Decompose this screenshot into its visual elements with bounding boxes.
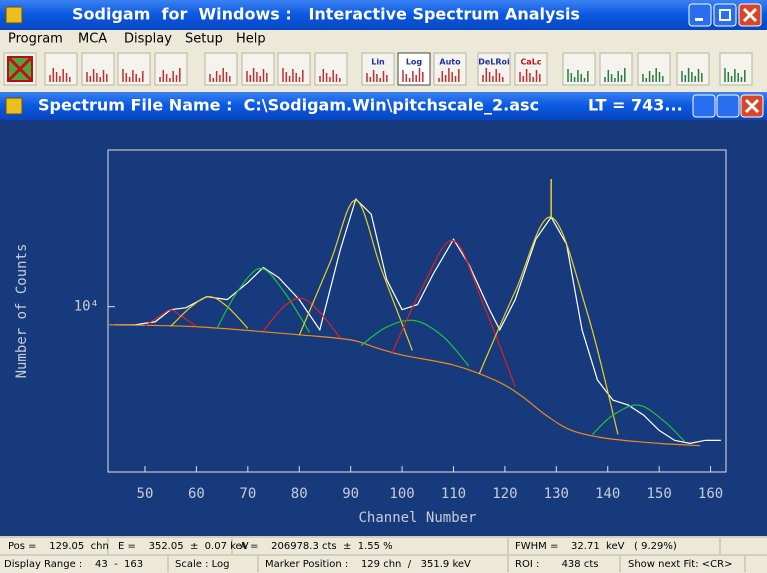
fit-curve xyxy=(298,199,413,351)
tool-icon xyxy=(246,68,268,82)
plot-frame xyxy=(107,149,727,473)
x-tick-label: 60 xyxy=(188,486,205,502)
plot-panel xyxy=(0,120,767,536)
child-title-bar xyxy=(0,92,767,120)
status-text: E = 352.05 ± 0.07 keV xyxy=(118,541,249,552)
y-tick-label: 10⁴ xyxy=(74,299,99,315)
tool-icon xyxy=(209,68,231,82)
fit-curve xyxy=(591,404,686,443)
document-title: Spectrum File Name : C:\Sodigam.Win\pitc… xyxy=(38,96,539,115)
status-text: A = 206978.3 cts ± 1.55 % xyxy=(240,541,393,552)
tool-icon xyxy=(86,69,108,82)
tool-icon xyxy=(402,68,424,82)
status-text: Show next Fit: <CR> xyxy=(628,559,732,570)
tool-label: Log xyxy=(406,58,423,67)
x-tick-label: 130 xyxy=(544,486,569,502)
x-tick-label: 150 xyxy=(647,486,672,502)
x-tick-label: 140 xyxy=(595,486,620,502)
status-text: Marker Position : 129 chn / 351.9 keV xyxy=(265,559,471,570)
child-icon xyxy=(5,97,23,115)
tool-label: Auto xyxy=(439,58,461,67)
tool-icon xyxy=(6,55,34,83)
tool-icon xyxy=(681,68,703,82)
restore-glyph xyxy=(719,9,731,21)
tool-icon xyxy=(366,70,388,82)
minimize-button[interactable] xyxy=(688,3,712,27)
tool-icon xyxy=(438,68,460,82)
status-text: ROI : 438 cts xyxy=(515,559,598,570)
x-tick-label: 90 xyxy=(342,486,359,502)
fit-curve xyxy=(108,324,701,447)
tool-icon xyxy=(642,68,664,82)
y-axis-label: Number of Counts xyxy=(14,244,30,379)
toolbar: Lin Log Auto DeLRoi CaLc xyxy=(3,52,753,86)
x-axis-label: Channel Number xyxy=(358,510,476,526)
fit-curve xyxy=(478,216,619,435)
tool-icon xyxy=(482,68,504,82)
tool-button[interactable] xyxy=(599,52,633,86)
menu-item[interactable]: Setup xyxy=(185,32,223,47)
chart: 50 60 70 80 90 100 110 120 130 140 150 160 10⁴ Channe… xyxy=(14,179,723,526)
status-text: FWHM = 32.71 keV ( 9.29%) xyxy=(515,541,677,552)
title-bar xyxy=(0,0,767,30)
close-glyph xyxy=(742,7,758,23)
fit-curve xyxy=(170,296,249,329)
window-controls[interactable] xyxy=(688,3,762,27)
x-tick-label: 80 xyxy=(291,486,308,502)
menu-item[interactable]: Program xyxy=(8,32,63,47)
x-tick-label: 70 xyxy=(239,486,256,502)
fit-curve xyxy=(216,267,311,333)
x-tick-label: 120 xyxy=(492,486,517,502)
tool-icon xyxy=(122,69,144,82)
tool-icon xyxy=(519,69,541,82)
minimize-glyph xyxy=(695,18,703,21)
fit-curve xyxy=(391,240,516,388)
tool-label: DeLRoi xyxy=(478,58,510,67)
app-icon xyxy=(5,6,23,24)
tool-icon xyxy=(604,68,626,82)
tool-button[interactable] xyxy=(361,52,395,86)
spectrum xyxy=(114,197,721,444)
child-restore[interactable] xyxy=(716,94,740,118)
tool-icon xyxy=(319,69,341,82)
fit-curve xyxy=(360,319,470,367)
x-tick-label: 50 xyxy=(137,486,154,502)
status-text: Display Range : 43 - 163 xyxy=(4,559,143,570)
tool-icon xyxy=(282,68,304,82)
status-text: Scale : Log xyxy=(175,559,230,570)
tool-button[interactable] xyxy=(397,52,431,86)
status-text: Pos = 129.05 chn xyxy=(8,541,109,552)
menu-item[interactable]: Help xyxy=(236,32,266,47)
tool-icon xyxy=(724,68,746,82)
x-tick-label: 160 xyxy=(698,486,723,502)
x-tick-label: 110 xyxy=(441,486,466,502)
tool-label: CaLc xyxy=(520,58,541,67)
menu-bar: Program MCA Display Setup Help xyxy=(8,32,266,47)
fit-curve xyxy=(144,309,197,327)
window-title: Sodigam for Windows : Interactive Spectr… xyxy=(72,5,580,24)
tool-icon xyxy=(49,68,71,82)
x-tick-label: 100 xyxy=(389,486,414,502)
menu-item[interactable]: Display xyxy=(124,32,172,47)
tool-icon xyxy=(567,69,589,82)
child-close-glyph xyxy=(744,98,760,114)
tool-label: Lin xyxy=(371,58,385,67)
menu-item[interactable]: MCA xyxy=(78,32,107,47)
child-minimize[interactable] xyxy=(692,94,716,118)
fit-curve xyxy=(262,297,341,339)
tool-icon xyxy=(159,68,181,82)
restore-button[interactable] xyxy=(713,3,737,27)
live-time: LT = 743... xyxy=(588,96,683,115)
